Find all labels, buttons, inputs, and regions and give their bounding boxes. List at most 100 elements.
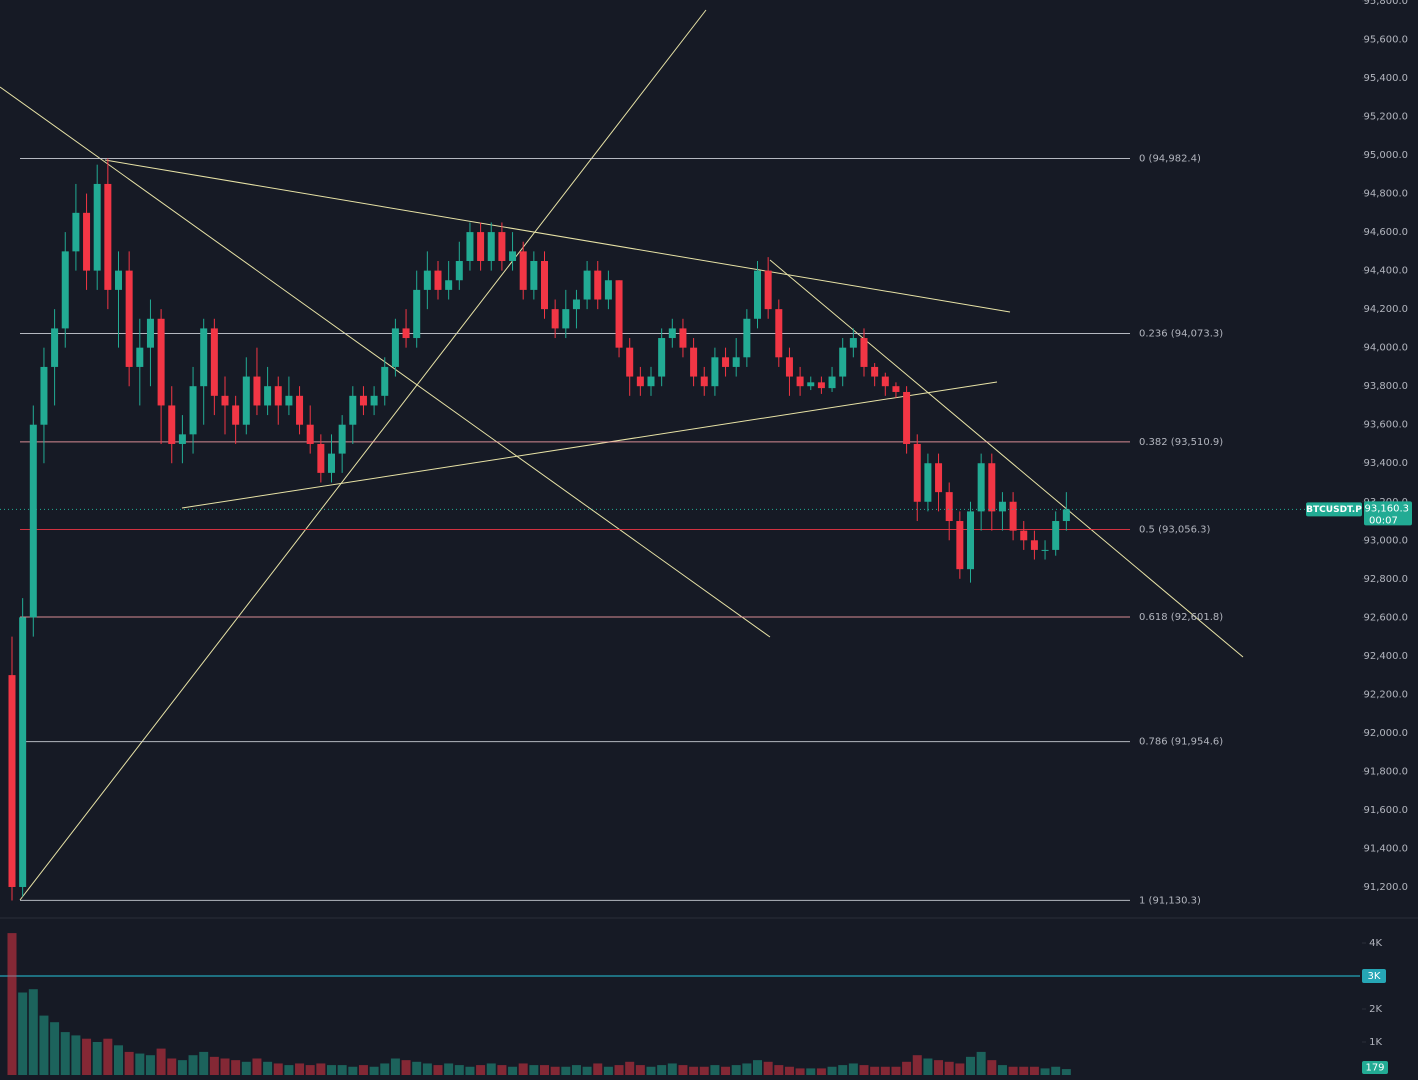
- volume-bar: [976, 1051, 986, 1075]
- volume-bar: [678, 1065, 688, 1075]
- candle-body: [370, 395, 378, 406]
- candle-body: [967, 511, 974, 570]
- y-tick-label: 94,400.0: [1363, 266, 1408, 277]
- y-tick-label: 91,400.0: [1363, 843, 1408, 854]
- candle-body: [285, 395, 293, 406]
- volume-bar: [902, 1061, 912, 1075]
- volume-bar: [1051, 1066, 1061, 1075]
- candle-body: [562, 309, 570, 329]
- last-price-label: 93,160.3: [1364, 503, 1409, 514]
- candle-body: [828, 376, 836, 389]
- candle-body: [892, 386, 900, 392]
- volume-bar: [1019, 1066, 1029, 1075]
- candle-body: [764, 270, 772, 310]
- candle-body: [1041, 549, 1049, 551]
- volume-bar: [50, 1022, 60, 1075]
- candle-body: [338, 424, 346, 454]
- volume-bar: [263, 1061, 273, 1075]
- candle-body: [1062, 509, 1070, 522]
- candle-body: [722, 357, 730, 367]
- fib-label: 0 (94,982.4): [1139, 153, 1201, 164]
- candle-body: [700, 376, 708, 387]
- volume-bar: [795, 1068, 805, 1075]
- volume-marker-label: 3K: [1368, 971, 1381, 982]
- candle-body: [881, 376, 889, 387]
- candle-body: [445, 280, 453, 290]
- volume-bar: [18, 992, 28, 1075]
- candle-body: [328, 453, 335, 473]
- candle-body: [658, 338, 666, 377]
- candle-body: [679, 328, 687, 348]
- volume-bar: [657, 1065, 667, 1075]
- volume-bar: [209, 1056, 219, 1075]
- candle-body: [956, 521, 964, 570]
- volume-bar: [593, 1063, 603, 1075]
- candle-body: [178, 434, 186, 444]
- candle-body: [115, 270, 122, 290]
- volume-bar: [1029, 1066, 1039, 1075]
- candle-body: [253, 376, 261, 406]
- volume-bar: [923, 1058, 933, 1075]
- volume-bar: [529, 1065, 539, 1075]
- volume-bar: [380, 1063, 390, 1075]
- volume-bar: [966, 1056, 975, 1075]
- volume-bar: [721, 1066, 731, 1075]
- candle-body: [210, 328, 218, 396]
- volume-bar: [167, 1058, 177, 1075]
- candle-body: [104, 183, 112, 290]
- candle-body: [594, 270, 602, 300]
- volume-last-box: [1362, 1061, 1388, 1074]
- candle-body: [690, 347, 698, 377]
- volume-marker-box: [1362, 969, 1386, 984]
- candle-body: [913, 443, 921, 502]
- candle-body: [1030, 540, 1038, 550]
- trend-line: [769, 259, 1244, 658]
- volume-tick-label: 1K: [1369, 1037, 1382, 1048]
- y-tick-label: 92,400.0: [1363, 651, 1408, 662]
- volume-bar: [39, 1015, 49, 1075]
- volume-bar: [816, 1068, 826, 1075]
- volume-bar: [284, 1065, 294, 1075]
- volume-bar: [71, 1035, 81, 1075]
- volume-bar: [625, 1061, 635, 1075]
- candle-body: [839, 347, 847, 377]
- volume-bar: [7, 933, 17, 1075]
- candle-body: [146, 318, 154, 348]
- candle-body: [434, 270, 442, 290]
- candle-body: [977, 463, 985, 512]
- candle-body: [509, 251, 517, 261]
- candle-body: [8, 675, 16, 887]
- volume-bar: [540, 1065, 549, 1075]
- volume-bar: [859, 1065, 869, 1075]
- volume-bar: [561, 1066, 571, 1075]
- y-tick-label: 92,200.0: [1363, 689, 1408, 700]
- candle-body: [19, 617, 27, 887]
- candle-body: [988, 463, 996, 512]
- symbol-box: [1306, 502, 1362, 517]
- candle-body: [743, 318, 751, 358]
- fib-label: 1 (91,130.3): [1139, 895, 1201, 906]
- candle-body: [93, 183, 101, 271]
- volume-bar: [699, 1066, 709, 1075]
- y-tick-label: 94,600.0: [1363, 227, 1408, 238]
- volume-bar: [454, 1065, 464, 1075]
- volume-bar: [934, 1060, 944, 1075]
- candle-body: [519, 251, 527, 290]
- volume-bar: [1008, 1066, 1018, 1075]
- volume-bar: [412, 1061, 422, 1075]
- candle-body: [423, 270, 431, 290]
- candle-body: [551, 309, 559, 329]
- volume-bar: [603, 1066, 613, 1075]
- y-tick-label: 93,800.0: [1363, 381, 1408, 392]
- trend-line: [181, 381, 998, 509]
- candle-body: [381, 366, 389, 396]
- candle-body: [317, 443, 325, 473]
- candle-body: [604, 280, 612, 300]
- volume-bar: [848, 1063, 858, 1075]
- candle-body: [530, 260, 538, 290]
- volume-bar: [156, 1048, 166, 1075]
- candle-body: [626, 347, 634, 377]
- volume-bar: [571, 1065, 581, 1075]
- candle-body: [359, 395, 367, 406]
